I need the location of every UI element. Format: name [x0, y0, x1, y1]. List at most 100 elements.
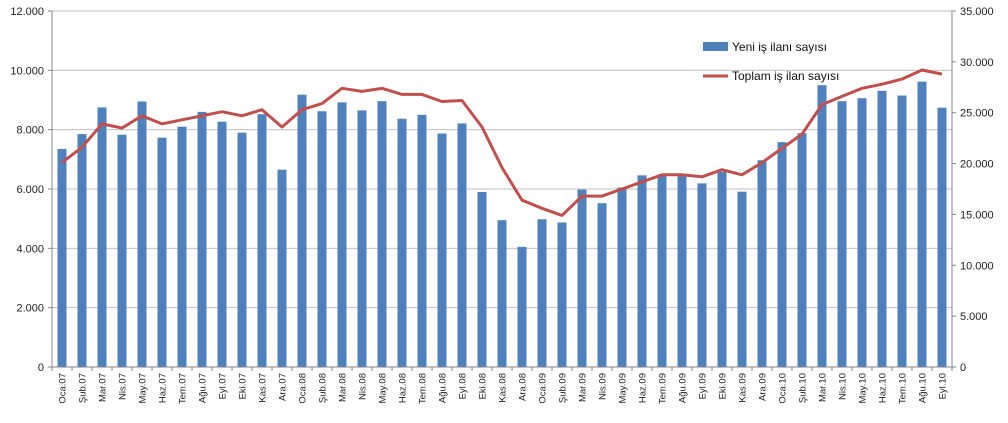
left-tick-label: 12.000: [10, 6, 44, 18]
bar: [457, 123, 467, 367]
x-tick-label: Şub.09: [558, 373, 569, 403]
left-tick-label: 2.000: [16, 303, 44, 315]
x-tick-label: Kas.07: [258, 373, 269, 403]
bar: [397, 118, 407, 367]
x-tick-label: Oca.07: [58, 373, 69, 404]
x-tick-label: May.10: [858, 373, 869, 403]
x-tick-label: Tem.10: [898, 373, 909, 404]
left-tick-label: 10.000: [10, 65, 44, 77]
x-tick-label: May.09: [618, 373, 629, 403]
bar: [757, 160, 767, 367]
x-tick-label: Mar.10: [818, 373, 829, 402]
right-tick-label: 20.000: [960, 159, 994, 171]
bar: [117, 134, 127, 367]
right-tick-label: 0: [960, 362, 966, 374]
bar: [857, 98, 867, 367]
right-y-axis-ticks: 0 5.000 10.000 15.000 20.000 25.000 30.000 35.0…: [952, 6, 994, 374]
x-tick-label: Nis.10: [838, 373, 849, 400]
bar: [477, 191, 487, 367]
x-tick-label: Eki.09: [718, 373, 729, 399]
right-tick-label: 15.000: [960, 209, 994, 221]
x-tick-label: Kas.09: [738, 373, 749, 403]
x-tick-label: Ağu.07: [198, 373, 209, 403]
bar: [97, 107, 107, 368]
left-tick-label: 6.000: [16, 184, 44, 196]
x-tick-label: Tem.08: [418, 373, 429, 404]
bar: [197, 111, 207, 367]
x-tick-label: Oca.08: [298, 373, 309, 404]
legend-bar-swatch: [703, 42, 728, 51]
right-tick-label: 30.000: [960, 57, 994, 69]
x-tick-label: Kas.08: [498, 373, 509, 403]
bar: [377, 101, 387, 367]
bar: [177, 126, 187, 367]
x-tick-label: Haz.09: [638, 373, 649, 403]
bar: [777, 142, 787, 367]
x-tick-label: Tem.07: [178, 373, 189, 404]
x-tick-label: Ara.07: [278, 373, 289, 401]
bar-series-new-job-postings: [57, 81, 947, 368]
bar: [577, 189, 587, 367]
bar: [597, 203, 607, 367]
bar: [337, 102, 347, 367]
bar: [717, 171, 727, 367]
x-tick-label: Ağu.09: [678, 373, 689, 403]
bar: [57, 148, 67, 367]
left-tick-label: 4.000: [16, 243, 44, 255]
x-tick-label: Şub.07: [78, 373, 89, 403]
bar: [417, 114, 427, 367]
legend-label-total-postings: Toplam iş ilan sayısı: [732, 69, 839, 83]
legend: Yeni iş ilanı sayısı Toplam iş ilan sayı…: [703, 40, 839, 83]
bar: [897, 95, 907, 368]
bar: [737, 191, 747, 367]
bar: [917, 81, 927, 368]
x-tick-label: Eyl.09: [698, 373, 709, 399]
x-tick-label: Mar.07: [98, 373, 109, 402]
legend-label-new-postings: Yeni iş ilanı sayısı: [732, 40, 827, 54]
bar: [557, 222, 567, 367]
bar: [937, 107, 947, 368]
x-tick-label: Nis.07: [118, 373, 129, 400]
x-tick-label: Eyl.08: [458, 373, 469, 399]
bar: [77, 134, 87, 367]
x-tick-label: Mar.08: [338, 373, 349, 402]
bar: [677, 174, 687, 367]
right-tick-label: 5.000: [960, 311, 988, 323]
bar: [317, 111, 327, 367]
bar: [877, 90, 887, 367]
x-tick-label: Şub.08: [318, 373, 329, 403]
left-y-axis-ticks: 0 2.000 4.000 6.000 8.000 10.000 12.000: [10, 6, 52, 374]
bar: [297, 94, 307, 367]
bar: [217, 121, 227, 367]
x-tick-label: Eki.08: [478, 373, 489, 399]
x-tick-label: May.07: [138, 373, 149, 403]
bar: [157, 137, 167, 367]
bar: [497, 220, 507, 367]
x-tick-label: Nis.09: [598, 373, 609, 400]
bar: [137, 101, 147, 367]
line-series-total-job-postings: [61, 68, 943, 217]
total-postings-line: [61, 68, 943, 217]
x-tick-label: Oca.09: [538, 373, 549, 404]
bar: [637, 175, 647, 367]
x-tick-label: Ara.09: [758, 373, 769, 401]
bar: [697, 183, 707, 367]
bar: [437, 133, 447, 367]
right-tick-label: 25.000: [960, 108, 994, 120]
x-tick-label: Tem.09: [658, 373, 669, 404]
right-tick-label: 35.000: [960, 6, 994, 18]
left-tick-label: 0: [38, 362, 44, 374]
bar: [837, 101, 847, 367]
x-tick-label: Ağu.10: [918, 373, 929, 403]
bar: [237, 132, 247, 367]
right-tick-label: 10.000: [960, 260, 994, 272]
left-tick-label: 8.000: [16, 125, 44, 137]
bar: [537, 219, 547, 367]
x-tick-label: Ağu.08: [438, 373, 449, 403]
x-tick-label: Haz.07: [158, 373, 169, 403]
x-tick-label: Nis.08: [358, 373, 369, 400]
bar: [657, 174, 667, 367]
x-tick-label: Mar.09: [578, 373, 589, 402]
bar: [257, 114, 267, 368]
